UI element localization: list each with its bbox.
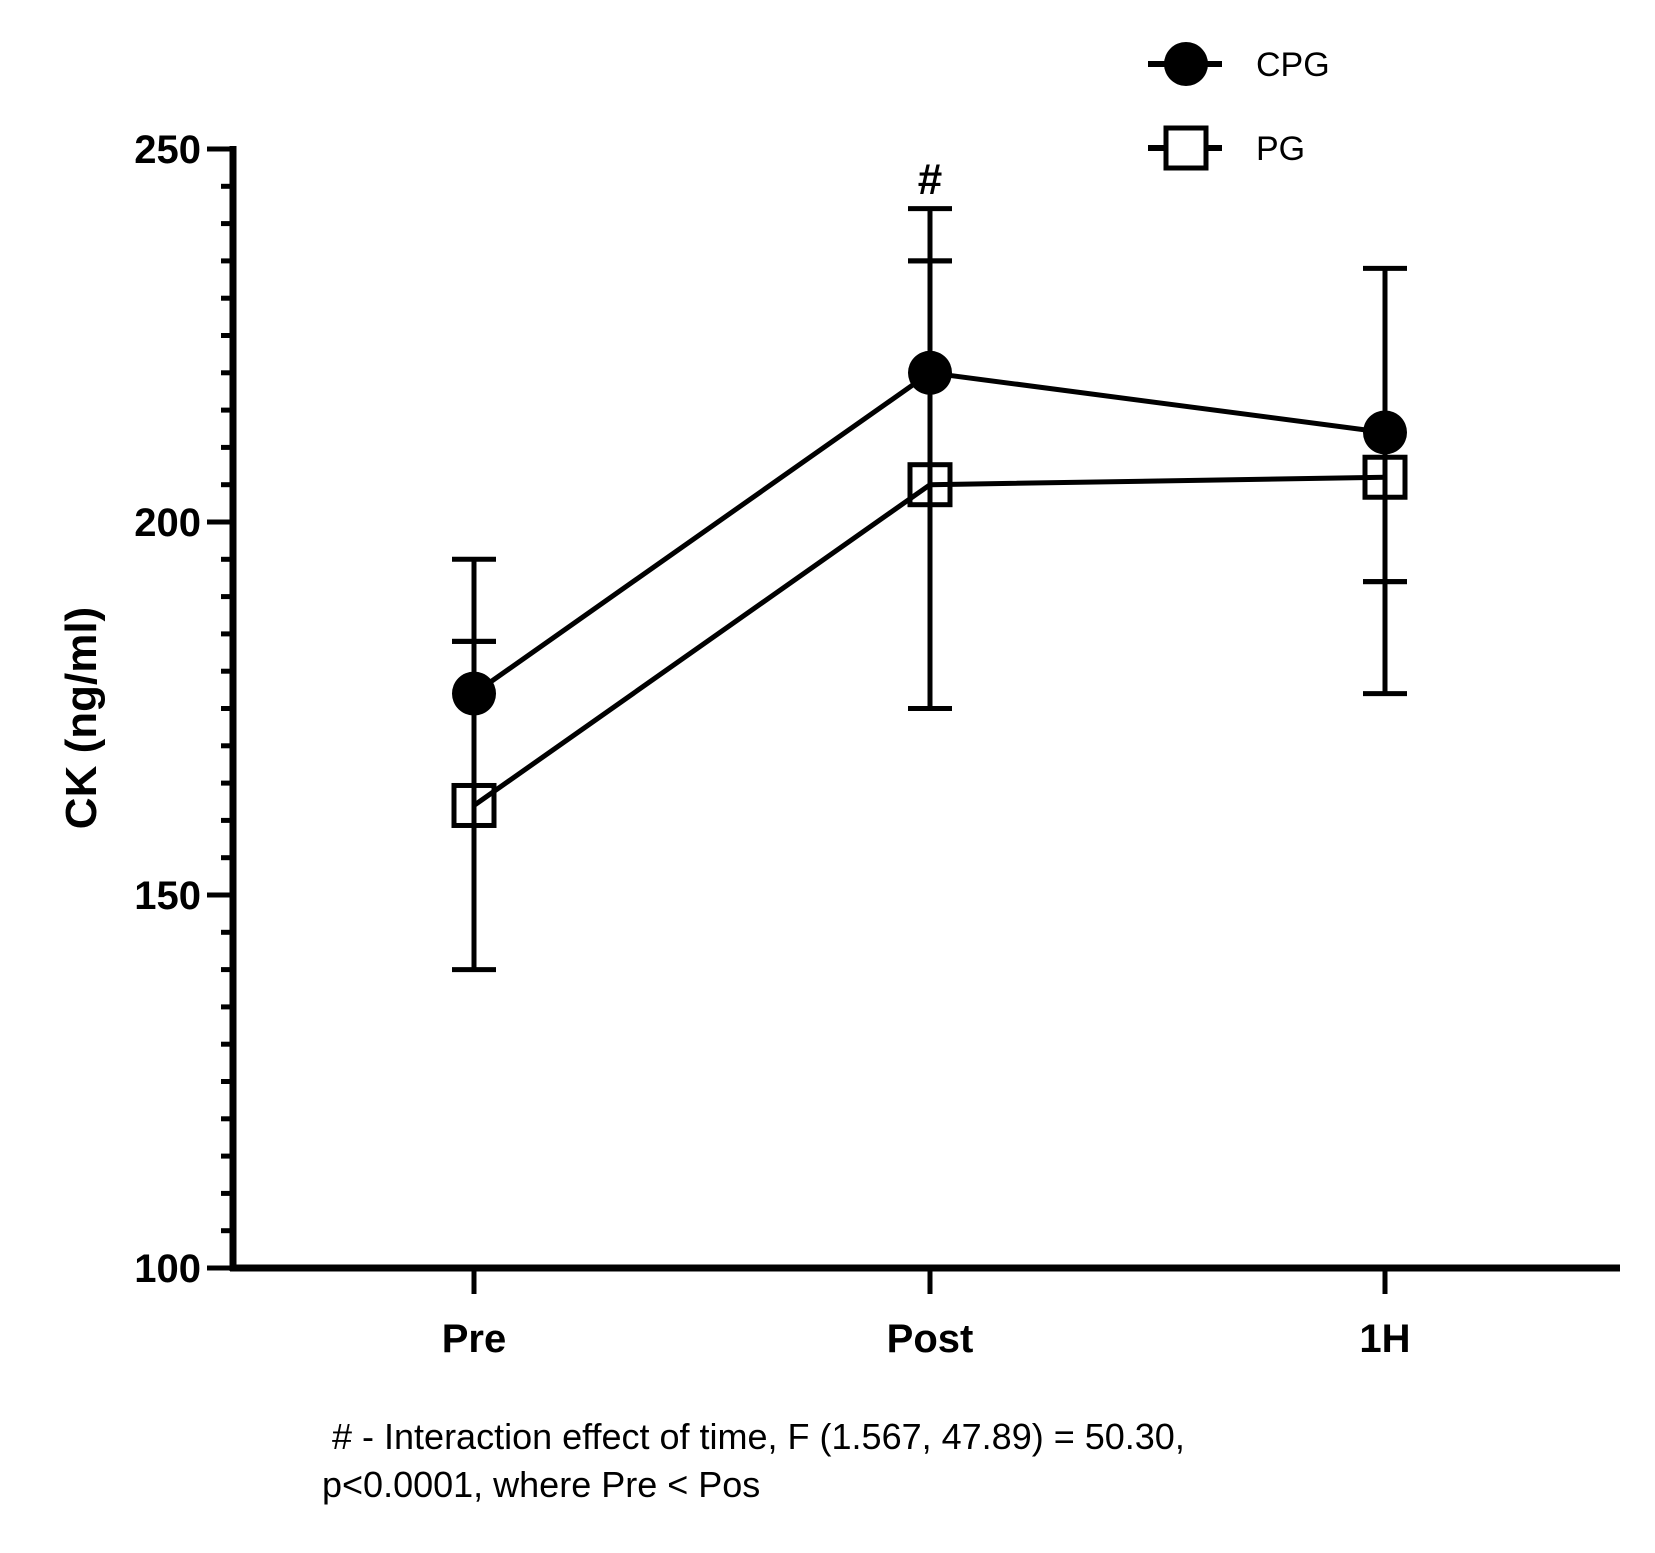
legend-marker-pg (1163, 125, 1209, 171)
legend: CPG PG (1148, 42, 1330, 171)
data-point-cpg (452, 671, 496, 716)
y-tick-label: 200 (134, 501, 201, 545)
footnote-line-2: p<0.0001, where Pre < Pos (322, 1464, 761, 1505)
significance-marker: # (918, 155, 942, 204)
data-point-pg (907, 462, 953, 508)
legend-label: PG (1256, 130, 1305, 168)
data-point-pg (1362, 454, 1408, 500)
footnote-line-1: # - Interaction effect of time, F (1.567… (322, 1416, 1185, 1457)
data-point-pg (451, 782, 497, 828)
data-point-cpg (908, 350, 952, 395)
data-point-cpg (1363, 410, 1407, 455)
y-axis-title: CK (ng/ml) (57, 607, 106, 829)
legend-label: CPG (1256, 46, 1330, 84)
x-tick-label: Pre (442, 1317, 507, 1361)
y-tick-label: 250 (134, 128, 201, 172)
footnote: # - Interaction effect of time, F (1.567… (322, 1413, 1422, 1509)
legend-marker-cpg (1164, 42, 1208, 86)
x-tick-label: Post (887, 1317, 974, 1361)
y-tick-label: 100 (134, 1247, 201, 1291)
axes: 100 150 200 250 Pre Post 1H (134, 128, 1620, 1361)
x-tick-label: 1H (1359, 1317, 1410, 1361)
series-layer: # (451, 155, 1408, 973)
y-tick-label: 150 (134, 874, 201, 918)
